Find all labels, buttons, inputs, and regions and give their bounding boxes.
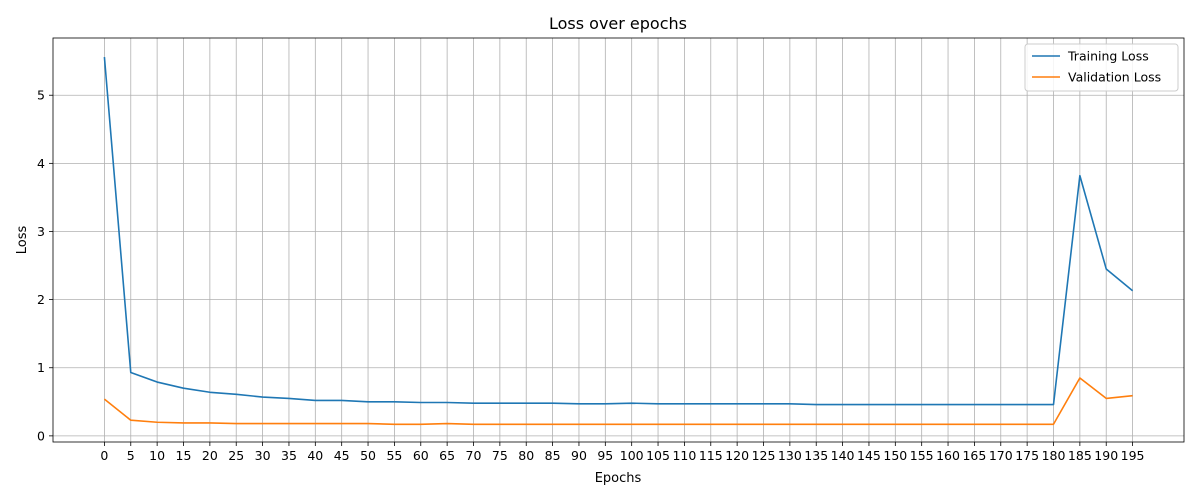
- x-tick-label: 190: [1094, 448, 1118, 463]
- x-tick-label: 185: [1068, 448, 1092, 463]
- x-tick-label: 75: [492, 448, 508, 463]
- x-tick-label: 170: [989, 448, 1013, 463]
- x-tick-label: 45: [334, 448, 350, 463]
- x-tick-label: 5: [127, 448, 135, 463]
- x-axis-label: Epochs: [595, 471, 642, 486]
- x-tick-label: 195: [1121, 448, 1145, 463]
- x-tick-label: 35: [281, 448, 297, 463]
- x-tick-label: 20: [202, 448, 218, 463]
- x-tick-label: 55: [386, 448, 402, 463]
- legend-label-validation: Validation Loss: [1068, 70, 1161, 85]
- x-tick-label: 150: [883, 448, 907, 463]
- x-tick-label: 40: [307, 448, 323, 463]
- x-tick-label: 155: [910, 448, 934, 463]
- x-tick-label: 100: [620, 448, 644, 463]
- plot-frame: [52, 37, 1185, 443]
- x-tick-label: 180: [1042, 448, 1066, 463]
- x-tick-label: 120: [725, 448, 749, 463]
- y-tick-label: 2: [37, 292, 45, 307]
- x-tick-label: 140: [831, 448, 855, 463]
- y-tick-label: 3: [37, 224, 45, 239]
- x-tick-label: 50: [360, 448, 376, 463]
- legend-frame: [1024, 43, 1179, 92]
- x-tick-label: 115: [699, 448, 723, 463]
- x-tick-label: 80: [518, 448, 534, 463]
- x-tick-label: 95: [597, 448, 613, 463]
- x-tick-label: 135: [804, 448, 828, 463]
- x-tick-label: 130: [778, 448, 802, 463]
- x-tick-label: 30: [255, 448, 271, 463]
- x-tick-label: 65: [439, 448, 455, 463]
- x-tick-label: 105: [646, 448, 670, 463]
- x-tick-label: 25: [228, 448, 244, 463]
- x-tick-label: 85: [545, 448, 561, 463]
- x-tick-label: 90: [571, 448, 587, 463]
- grid: [53, 38, 1184, 442]
- legend-label-training: Training Loss: [1067, 49, 1149, 64]
- x-tick-label: 10: [149, 448, 165, 463]
- y-tick-label: 5: [37, 88, 45, 103]
- series: [103, 57, 1134, 426]
- x-tick-label: 15: [176, 448, 192, 463]
- x-tick-label: 165: [962, 448, 986, 463]
- x-tick-label: 110: [672, 448, 696, 463]
- x-tick-label: 160: [936, 448, 960, 463]
- x-tick-label: 60: [413, 448, 429, 463]
- x-tick-label: 70: [466, 448, 482, 463]
- y-tick-label: 4: [37, 156, 45, 171]
- y-axis-label: Loss: [15, 226, 30, 255]
- x-tick-label: 145: [857, 448, 881, 463]
- x-tick-label: 0: [100, 448, 108, 463]
- legend: Training Loss Validation Loss: [1024, 43, 1179, 92]
- y-tick-label: 0: [37, 428, 45, 443]
- series-line-training-loss: [103, 57, 1134, 406]
- series-line-validation-loss: [103, 377, 1133, 426]
- x-tick-label: 125: [752, 448, 776, 463]
- chart-title: Loss over epochs: [549, 14, 687, 33]
- axes: 0 5 10 15 20 25 30 35 40 45 50 55 60 65 70 75 80 85 90 95 10…: [37, 37, 1185, 463]
- y-tick-label: 1: [37, 360, 45, 375]
- x-tick-label: 175: [1015, 448, 1039, 463]
